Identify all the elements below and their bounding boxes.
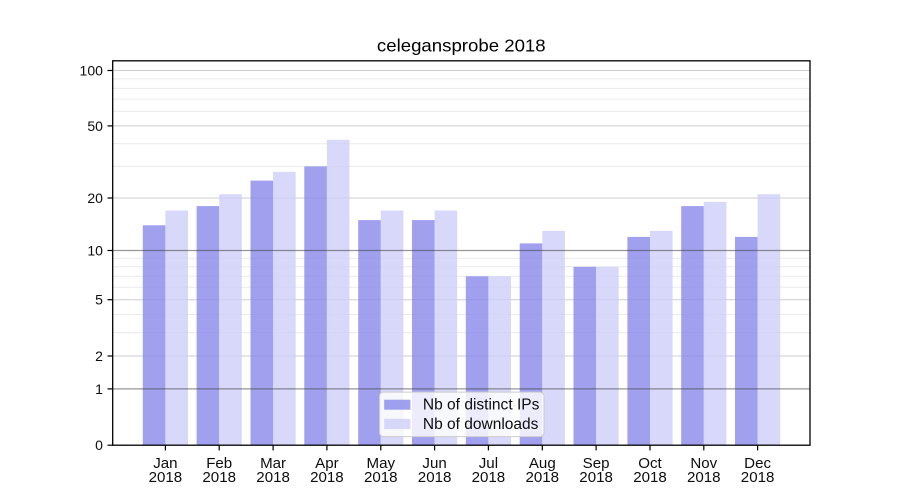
svg-text:Sep: Sep <box>583 455 610 472</box>
svg-text:Dec: Dec <box>744 455 771 472</box>
svg-text:2018: 2018 <box>256 469 290 486</box>
svg-text:2018: 2018 <box>687 469 721 486</box>
svg-text:Nb of distinct IPs: Nb of distinct IPs <box>423 397 540 414</box>
svg-text:Aug: Aug <box>529 455 556 472</box>
svg-text:celegansprobe 2018: celegansprobe 2018 <box>377 35 546 55</box>
svg-text:Nb of downloads: Nb of downloads <box>423 416 539 433</box>
svg-text:Oct: Oct <box>638 455 662 472</box>
svg-text:2: 2 <box>95 348 103 364</box>
svg-text:2018: 2018 <box>633 469 667 486</box>
svg-text:50: 50 <box>87 118 103 134</box>
svg-text:2018: 2018 <box>579 469 613 486</box>
svg-text:Feb: Feb <box>206 455 232 472</box>
svg-text:May: May <box>367 455 396 472</box>
svg-text:Jul: Jul <box>479 455 498 472</box>
svg-text:5: 5 <box>95 292 103 308</box>
svg-text:2018: 2018 <box>526 469 560 486</box>
svg-text:100: 100 <box>80 62 104 78</box>
svg-text:2018: 2018 <box>310 469 344 486</box>
svg-text:Mar: Mar <box>260 455 286 472</box>
svg-text:Apr: Apr <box>315 455 339 472</box>
svg-text:2018: 2018 <box>741 469 775 486</box>
svg-text:20: 20 <box>87 190 103 206</box>
svg-text:2018: 2018 <box>472 469 506 486</box>
svg-text:2018: 2018 <box>364 469 398 486</box>
svg-text:2018: 2018 <box>418 469 452 486</box>
svg-text:2018: 2018 <box>149 469 183 486</box>
svg-text:Jun: Jun <box>422 455 446 472</box>
svg-text:Nov: Nov <box>690 455 717 472</box>
svg-text:10: 10 <box>87 242 103 258</box>
svg-text:1: 1 <box>95 381 103 397</box>
svg-text:0: 0 <box>95 437 103 453</box>
svg-text:2018: 2018 <box>202 469 236 486</box>
svg-text:Jan: Jan <box>153 455 177 472</box>
